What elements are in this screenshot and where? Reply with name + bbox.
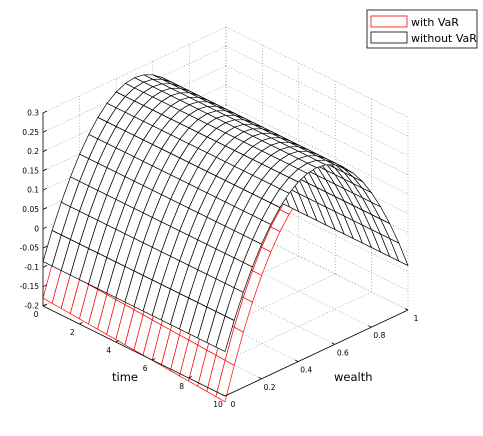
- z-tick-label: 0.25: [22, 128, 39, 137]
- wealth-tick-1: [258, 376, 262, 380]
- time-tick-label: 4: [106, 346, 111, 355]
- wealth-tick-4: [368, 325, 372, 328]
- surface-with-var-cell: [215, 359, 235, 403]
- grid-line-z-back-10: [42, 26, 227, 114]
- x-axis-label: time: [112, 370, 138, 384]
- legend-label-without-var: without VaR: [411, 32, 477, 45]
- z-tick-label: 0.3: [27, 109, 39, 118]
- wealth-tick-3: [331, 342, 335, 345]
- z-tick-2: [42, 265, 48, 268]
- legend-swatch-without-var: [370, 31, 408, 44]
- z-tick-label: -0.2: [24, 302, 39, 311]
- grid-line-z-back-9: [42, 46, 227, 133]
- wealth-tick-label: 0.2: [264, 383, 276, 392]
- z-tick-10: [42, 110, 48, 114]
- time-tick-1: [79, 322, 83, 325]
- wealth-tick-label: 0.8: [373, 331, 385, 340]
- time-tick-0: [42, 304, 47, 307]
- wealth-tick-label: 0.6: [337, 348, 349, 357]
- legend-swatch-with-var: [370, 15, 408, 28]
- time-tick-2: [115, 340, 119, 343]
- grid-line-z-side-6: [225, 103, 409, 195]
- wealth-tick-5: [404, 308, 409, 311]
- z-tick-8: [42, 149, 48, 152]
- z-tick-4: [42, 226, 48, 230]
- wealth-tick-0: [221, 394, 226, 397]
- grid-line-z-side-9: [225, 46, 409, 137]
- grid-line-z-side-10: [225, 26, 409, 118]
- y-axis-label: wealth: [334, 370, 373, 384]
- z-tick-label: 0.05: [22, 205, 39, 214]
- z-tick-label: -0.05: [20, 244, 40, 253]
- legend[interactable]: with VaR without VaR: [366, 9, 478, 49]
- time-tick-label: 2: [70, 328, 75, 337]
- grid-line-z-side-8: [225, 65, 409, 156]
- grid-line-z-back-8: [42, 65, 227, 152]
- time-tick-5: [224, 394, 229, 397]
- wealth-axis-line: [224, 309, 409, 397]
- surface-without-var-cell: [215, 315, 235, 352]
- axes: -0.2 -0.15 -0.1 -0.05 0 0.05 0.1 0.15 0.2 0.25 0.3…: [20, 109, 419, 410]
- z-tick-7: [42, 168, 48, 172]
- z-tick-label: 0.1: [27, 186, 39, 195]
- z-tick-label: 0: [34, 224, 39, 233]
- grid-line-z-side-7: [225, 84, 409, 176]
- wealth-tick-label: 0: [231, 400, 236, 409]
- surface-without-var: [42, 74, 409, 352]
- time-tick-label: 6: [143, 364, 148, 373]
- wealth-tick-2: [295, 359, 299, 362]
- time-tick-label: 0: [34, 310, 39, 319]
- z-tick-label: 0.2: [27, 147, 39, 156]
- z-tick-5: [42, 207, 48, 210]
- z-tick-label: -0.1: [24, 263, 39, 272]
- wealth-tick-label: 1: [414, 314, 419, 323]
- time-tick-label: 10: [213, 400, 223, 409]
- wealth-tick-label: 0.4: [300, 366, 312, 375]
- z-tick-1: [42, 284, 48, 288]
- time-tick-3: [152, 358, 156, 361]
- z-tick-9: [42, 129, 48, 133]
- z-tick-6: [42, 187, 48, 191]
- time-tick-4: [188, 376, 192, 379]
- z-tick-3: [42, 245, 48, 249]
- legend-label-with-var: with VaR: [411, 16, 459, 29]
- time-tick-label: 8: [179, 382, 184, 391]
- time-axis-line: [42, 305, 226, 397]
- z-tick-label: -0.15: [20, 282, 40, 291]
- z-tick-label: 0.15: [22, 166, 39, 175]
